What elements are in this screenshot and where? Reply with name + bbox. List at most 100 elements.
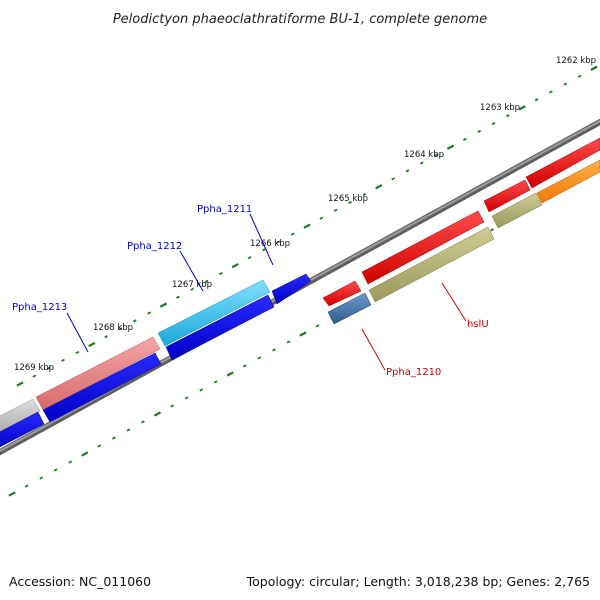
cds-blue-3[interactable] <box>165 294 275 361</box>
gene-label-ppha-1213[interactable]: Ppha_1213 <box>12 302 67 313</box>
gene-label-hslu[interactable]: hslU <box>467 319 489 330</box>
tick-mark <box>375 184 383 190</box>
tick-mark <box>53 468 58 472</box>
tick-mark <box>434 153 439 157</box>
tick-mark <box>132 319 137 323</box>
tick-mark <box>490 228 495 232</box>
gene-label-ppha-1212[interactable]: Ppha_1212 <box>127 241 182 252</box>
tick-mark <box>184 396 189 400</box>
gene-red-long[interactable] <box>361 210 485 285</box>
outer-tick-row <box>16 65 598 387</box>
tick-mark <box>39 476 43 480</box>
gene-ppha-1213-feature[interactable] <box>35 336 161 411</box>
cds-blue-2[interactable] <box>42 352 162 423</box>
tick-label: 1262 kbp <box>556 56 596 66</box>
tick-labels: 1262 kbp 1263 kbp 1264 kbp 1265 kbp 1266… <box>14 56 596 373</box>
tick-mark <box>362 193 367 197</box>
ppha-1212-leader <box>179 250 204 292</box>
tick-mark <box>226 371 234 377</box>
tick-label: 1266 kbp <box>250 239 290 249</box>
tick-mark <box>219 271 223 276</box>
tick-mark <box>462 137 467 141</box>
gene-ppha-1210-feature[interactable] <box>327 292 372 325</box>
cds-ppha-1211-feature[interactable] <box>271 273 312 305</box>
ppha-1210-leader <box>361 328 386 371</box>
tick-mark <box>348 200 352 204</box>
tick-mark <box>242 364 247 368</box>
tick-mark <box>199 388 204 392</box>
tick-mark <box>303 223 311 229</box>
gene-red-3[interactable] <box>525 137 600 189</box>
accession-text: Accession: NC_011060 <box>9 574 151 589</box>
tick-mark <box>204 279 209 283</box>
tick-label: 1263 kbp <box>480 103 520 113</box>
tick-mark <box>477 129 482 133</box>
tick-mark <box>563 82 568 86</box>
tick-mark <box>16 381 24 387</box>
tick-mark <box>257 356 262 360</box>
tick-mark <box>590 65 598 71</box>
hslu-leader <box>441 282 467 322</box>
tick-mark <box>231 262 239 269</box>
tick-mark <box>88 341 96 348</box>
tick-label: 1264 kbp <box>404 150 444 160</box>
tick-mark <box>213 380 218 384</box>
summary-text: Topology: circular; Length: 3,018,238 bp… <box>246 574 590 589</box>
tick-mark <box>118 327 123 331</box>
gene-red-small[interactable] <box>322 280 362 307</box>
tick-mark <box>290 232 295 236</box>
tick-mark <box>126 428 131 432</box>
tick-mark <box>491 122 496 126</box>
tick-mark <box>315 324 320 328</box>
gene-labels: Ppha_1211 Ppha_1212 Ppha_1213 Ppha_1210 … <box>12 204 489 378</box>
tick-mark <box>75 350 80 354</box>
tick-mark <box>61 358 65 362</box>
gene-gray-feature[interactable] <box>0 398 41 434</box>
tick-mark <box>319 216 324 220</box>
gene-label-ppha-1211[interactable]: Ppha_1211 <box>197 204 252 215</box>
tick-mark <box>276 240 281 244</box>
gene-red-2[interactable] <box>483 179 531 213</box>
gene-hslu-feature[interactable] <box>368 226 495 303</box>
tick-label: 1269 kbp <box>14 363 54 373</box>
tick-mark <box>419 161 424 165</box>
gene-orange-feature[interactable] <box>536 159 600 204</box>
tick-mark <box>299 331 307 337</box>
tick-label: 1268 kbp <box>93 323 133 333</box>
gene-label-ppha-1210[interactable]: Ppha_1210 <box>386 367 441 378</box>
tick-mark <box>111 436 116 440</box>
tick-mark <box>272 348 276 352</box>
tick-mark <box>24 484 29 488</box>
tick-mark <box>68 460 73 464</box>
tick-mark <box>518 105 526 111</box>
gene-tracks <box>0 137 600 449</box>
tick-mark <box>147 311 152 315</box>
tick-mark <box>446 144 455 150</box>
tick-mark <box>153 411 162 417</box>
gene-olive-2[interactable] <box>491 192 543 229</box>
tick-mark <box>391 177 395 181</box>
tick-mark <box>32 374 37 378</box>
tick-mark <box>534 98 539 102</box>
tick-label: 1267 kbp <box>172 280 212 290</box>
ppha-1211-leader <box>249 213 274 266</box>
tick-mark <box>170 404 174 408</box>
cds-blue-1[interactable] <box>0 411 45 449</box>
tick-mark <box>175 295 180 299</box>
ppha-1213-leader <box>66 312 89 353</box>
map-title: Pelodictyon phaeoclathratiforme BU-1, co… <box>113 12 487 27</box>
tick-mark <box>8 491 16 497</box>
tick-mark <box>549 90 553 94</box>
tick-mark <box>333 208 338 212</box>
tick-mark <box>159 302 168 308</box>
tick-mark <box>577 74 582 78</box>
tick-mark <box>405 169 410 173</box>
tick-mark <box>104 335 108 339</box>
tick-mark <box>81 451 89 457</box>
tick-mark <box>97 444 102 448</box>
tick-mark <box>141 420 145 424</box>
gene-ppha-1212-feature[interactable] <box>157 279 271 347</box>
tick-mark <box>190 287 195 291</box>
